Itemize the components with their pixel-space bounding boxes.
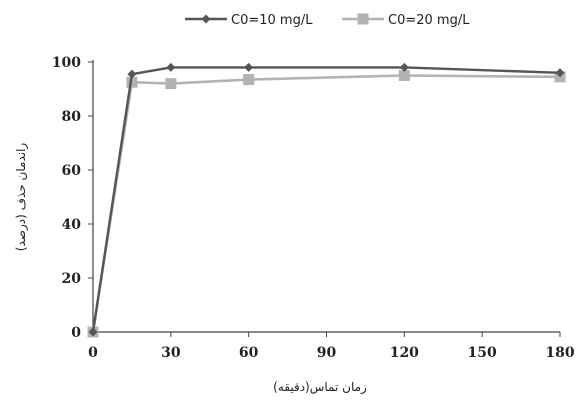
data-point (244, 62, 254, 72)
data-point (127, 69, 137, 79)
y-tick-label: 80 (62, 109, 82, 125)
y-tick-label: 100 (52, 55, 81, 71)
y-tick-label: 20 (62, 271, 82, 287)
y-tick-label: 60 (62, 163, 82, 179)
x-tick-label: 180 (545, 345, 574, 361)
legend-item: C0=20 mg/L (342, 13, 470, 28)
data-point (399, 62, 409, 72)
data-point (398, 70, 410, 81)
legend: C0=10 mg/L C0=20 mg/L (185, 13, 470, 28)
data-point (126, 76, 138, 88)
data-point (88, 327, 98, 337)
series-line (91, 74, 561, 333)
x-tick-label: 60 (239, 345, 259, 361)
y-axis-title: راندمان حذف (درصد) (14, 143, 29, 252)
x-tick-label: 90 (317, 345, 337, 361)
x-tick-label: 120 (390, 345, 419, 361)
x-axis-title: زمان تماس(دقیقه) (273, 380, 367, 395)
legend-swatch-marker (201, 14, 211, 24)
data-point (166, 62, 176, 72)
series-square (87, 70, 566, 338)
x-tick-label: 30 (161, 345, 181, 361)
series-line (91, 66, 561, 333)
series-diamond (88, 62, 565, 337)
legend-item: C0=10 mg/L (185, 13, 313, 28)
axes: 0 20 40 60 80 100 0 30 60 90 120 150 180 (52, 55, 575, 361)
legend-label: C0=20 mg/L (388, 13, 470, 28)
x-tick-label: 150 (468, 345, 497, 361)
y-tick-label: 40 (62, 217, 82, 233)
series-layer (87, 62, 566, 338)
data-point (555, 68, 565, 78)
legend-label: C0=10 mg/L (231, 13, 313, 28)
y-tick-label: 0 (71, 325, 81, 341)
legend-swatch-marker (357, 13, 369, 25)
data-point (243, 74, 255, 86)
data-point (165, 78, 177, 90)
x-tick-label: 0 (88, 345, 98, 361)
